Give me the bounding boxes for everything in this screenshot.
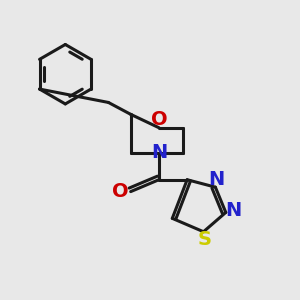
Text: O: O [151,110,167,129]
Text: N: N [209,170,225,189]
Text: N: N [225,201,241,220]
Text: N: N [151,143,167,163]
Text: S: S [198,230,212,249]
Text: O: O [112,182,129,201]
